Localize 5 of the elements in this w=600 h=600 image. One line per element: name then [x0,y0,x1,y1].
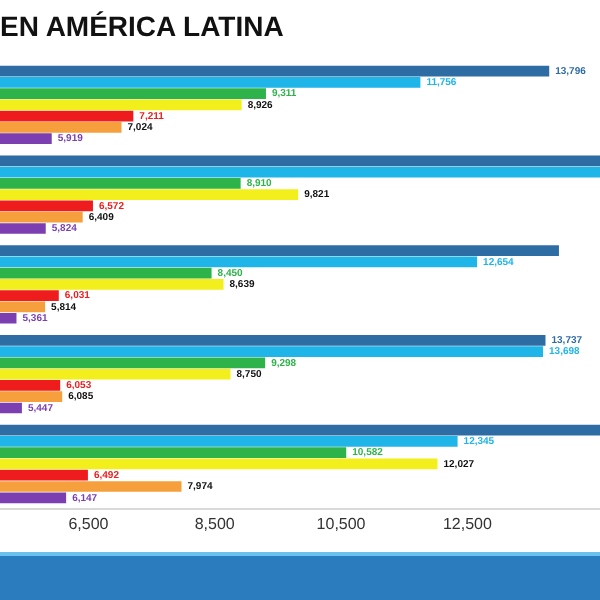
x-tick-label: 10,500 [316,514,367,533]
x-tick-label: 6,500 [68,514,110,533]
x-tick-label: 8,500 [194,514,236,533]
chart-title: EN AMÉRICA LATINA [0,10,284,42]
x-tick-label: 12,500 [442,514,493,533]
